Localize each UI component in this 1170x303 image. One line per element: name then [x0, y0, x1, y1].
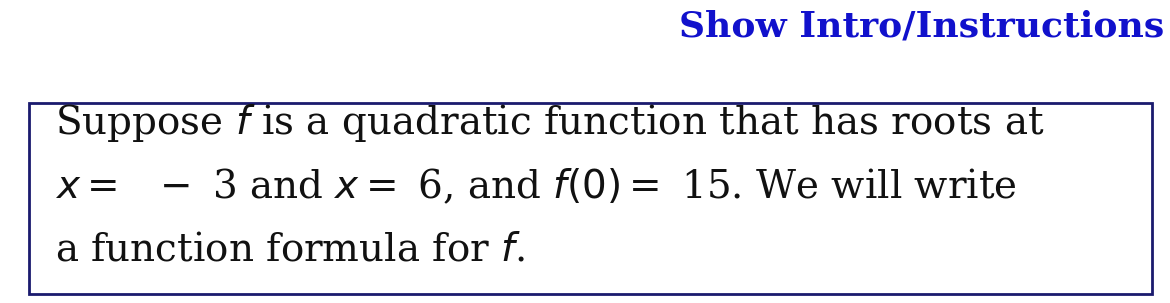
FancyBboxPatch shape	[29, 103, 1152, 294]
Text: Show Intro/Instructions: Show Intro/Instructions	[679, 9, 1164, 43]
Text: $x =\ \ -$ 3 and $x =$ 6, and $f(0) =$ 15. We will write: $x =\ \ -$ 3 and $x =$ 6, and $f(0) =$ 1…	[55, 167, 1017, 206]
Text: Suppose $f$ is a quadratic function that has roots at: Suppose $f$ is a quadratic function that…	[55, 102, 1045, 144]
Text: a function formula for $f$.: a function formula for $f$.	[55, 231, 525, 268]
